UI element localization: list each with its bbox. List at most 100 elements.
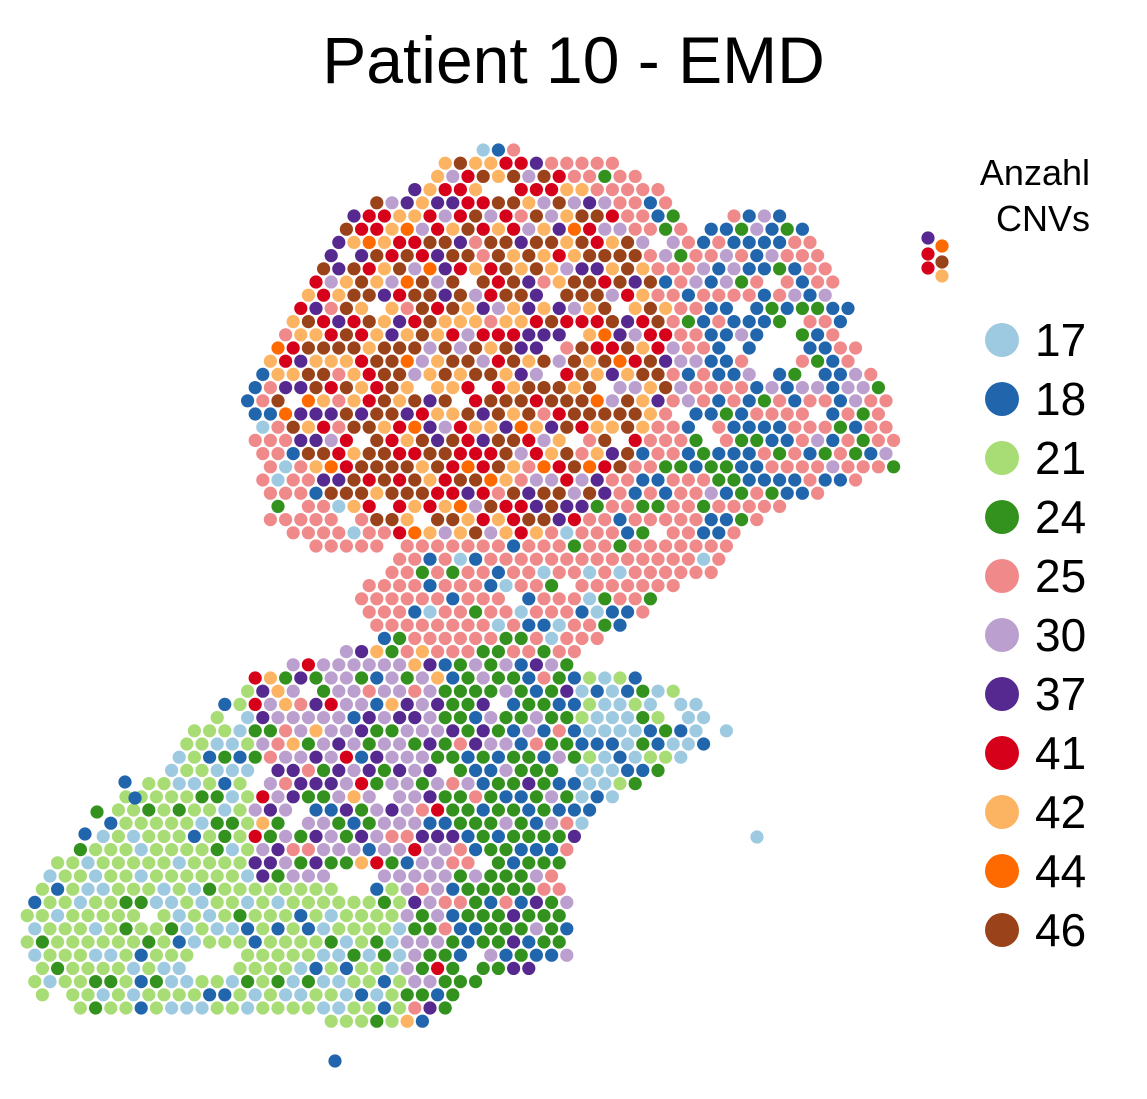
spot-point: [666, 473, 680, 487]
spot-point: [453, 552, 467, 566]
spot-point: [385, 592, 399, 606]
spot-point: [826, 328, 840, 342]
spot-point: [491, 169, 505, 183]
spot-point: [461, 169, 475, 183]
spot-point: [461, 328, 475, 342]
spot-point: [727, 209, 741, 223]
spot-point: [370, 381, 384, 395]
spot-point: [461, 856, 475, 870]
spot-point: [370, 961, 384, 976]
spot-point: [849, 447, 863, 461]
spot-point: [491, 909, 505, 923]
spot-point: [545, 605, 559, 619]
spot-point: [324, 882, 338, 896]
spot-point: [370, 671, 384, 685]
spot-point: [43, 895, 57, 910]
spot-point: [142, 777, 156, 791]
spot-point: [309, 328, 323, 342]
spot-point: [301, 790, 315, 804]
spot-point: [149, 922, 163, 936]
spot-point: [879, 420, 893, 434]
spot-point: [491, 882, 505, 896]
spot-point: [324, 249, 338, 263]
spot-point: [469, 156, 483, 170]
spot-point: [256, 975, 270, 989]
spot-point: [575, 315, 589, 329]
spot-point: [248, 697, 262, 712]
spot-point: [666, 262, 680, 276]
spot-point: [575, 579, 589, 593]
spot-point: [431, 565, 445, 580]
spot-point: [529, 473, 544, 487]
spot-point: [370, 513, 384, 527]
spot-point: [499, 922, 513, 936]
spot-point: [119, 1001, 133, 1015]
spot-point: [605, 394, 620, 408]
spot-point: [233, 882, 247, 896]
spot-point: [560, 341, 574, 355]
spot-point: [552, 460, 566, 474]
spot-point: [324, 486, 338, 500]
spot-point: [187, 909, 201, 923]
spot-point: [431, 961, 445, 976]
spot-point: [446, 803, 460, 817]
spot-point: [248, 407, 262, 421]
spot-point: [370, 618, 384, 632]
spot-point: [560, 790, 574, 804]
spot-point: [279, 724, 293, 738]
spot-point: [377, 341, 391, 355]
spot-point: [659, 354, 673, 368]
spot-point: [400, 856, 414, 870]
spot-point: [241, 711, 255, 725]
spot-point: [309, 909, 323, 923]
spot-point: [400, 697, 414, 712]
spot-point: [370, 354, 384, 368]
spot-point: [461, 829, 475, 844]
spot-point: [370, 803, 384, 817]
spot-point: [317, 367, 331, 381]
spot-point: [423, 948, 437, 962]
spot-point: [757, 262, 772, 276]
spot-point: [469, 605, 483, 619]
spot-point: [598, 301, 612, 315]
spot-point: [263, 909, 277, 923]
spot-point: [431, 909, 445, 923]
spot-point: [453, 816, 467, 830]
spot-point: [309, 460, 323, 474]
spot-point: [575, 288, 589, 302]
spot-point: [438, 262, 452, 276]
spot-point: [613, 697, 627, 712]
spot-point: [431, 697, 445, 712]
spot-point: [423, 209, 437, 223]
spot-point: [780, 249, 794, 263]
spot-point: [195, 869, 209, 883]
spot-point: [643, 301, 658, 315]
spot-point: [187, 777, 201, 791]
spot-point: [811, 433, 825, 447]
spot-point: [742, 499, 756, 513]
spot-point: [522, 829, 536, 844]
spot-point: [575, 552, 589, 566]
spot-point: [203, 856, 217, 870]
spot-point: [195, 790, 209, 804]
spot-point: [408, 975, 422, 989]
spot-point: [362, 763, 376, 778]
spot-point: [833, 341, 848, 355]
spot-point: [423, 790, 437, 804]
spot-point: [659, 222, 673, 236]
spot-point: [636, 552, 650, 566]
spot-point: [545, 209, 559, 223]
spot-point: [742, 394, 756, 408]
spot-point: [529, 684, 544, 698]
spot-point: [324, 513, 338, 527]
spot-point: [263, 697, 277, 712]
spot-point: [605, 684, 620, 698]
spot-point: [203, 882, 217, 896]
spot-point: [689, 249, 703, 263]
spot-point: [590, 605, 604, 619]
spot-point: [301, 526, 315, 540]
spot-point: [780, 301, 794, 315]
legend-item: 18: [985, 373, 1086, 425]
spot-point: [537, 856, 551, 870]
spot-point: [590, 420, 604, 434]
